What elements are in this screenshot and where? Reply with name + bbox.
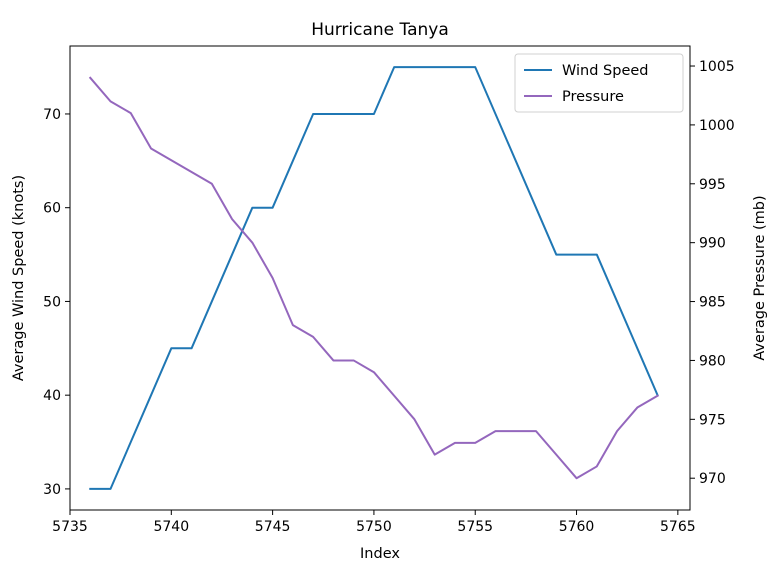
- y2-axis-title: Average Pressure (mb): [752, 195, 768, 360]
- y-tick-label: 40: [43, 388, 61, 404]
- chart-title: Hurricane Tanya: [311, 20, 449, 40]
- x-tick-label: 5755: [457, 519, 493, 535]
- y2-tick-label: 1000: [699, 118, 735, 134]
- axes-layer: 5735 5740 5745 5750 5755 5760 5765 30 40 50 60 70 97…: [43, 45, 735, 535]
- x-tick-label: 5750: [356, 519, 392, 535]
- y-tick-label: 70: [43, 107, 61, 123]
- legend-label: Pressure: [562, 89, 624, 105]
- x-tick-label: 5735: [52, 519, 88, 535]
- x-tick-label: 5765: [660, 519, 696, 535]
- y-tick-label: 30: [43, 482, 61, 498]
- x-tick-label: 5740: [153, 519, 189, 535]
- y-tick-label: 50: [43, 294, 61, 310]
- series-layer: [88, 66, 659, 490]
- y2-tick-label: 995: [699, 177, 726, 193]
- y-axis-title: Average Wind Speed (knots): [11, 175, 27, 381]
- x-tick-label: 5745: [255, 519, 291, 535]
- y2-tick-label: 970: [699, 471, 726, 487]
- x-tick-label: 5760: [559, 519, 595, 535]
- series-line-wind-speed: [89, 66, 659, 490]
- y2-tick-label: 985: [699, 295, 726, 311]
- y2-tick-label: 980: [699, 353, 726, 369]
- y2-tick-label: 1005: [699, 59, 735, 75]
- legend-label: Wind Speed: [562, 63, 649, 79]
- x-axis-title: Index: [360, 546, 400, 562]
- y2-tick-label: 975: [699, 412, 726, 428]
- series-line-pressure: [88, 76, 659, 480]
- y2-tick-label: 990: [699, 236, 726, 252]
- plot-frame: [69, 45, 691, 511]
- legend: Wind Speed Pressure: [514, 53, 684, 113]
- y-tick-label: 60: [43, 201, 61, 217]
- legend-box: [514, 53, 684, 113]
